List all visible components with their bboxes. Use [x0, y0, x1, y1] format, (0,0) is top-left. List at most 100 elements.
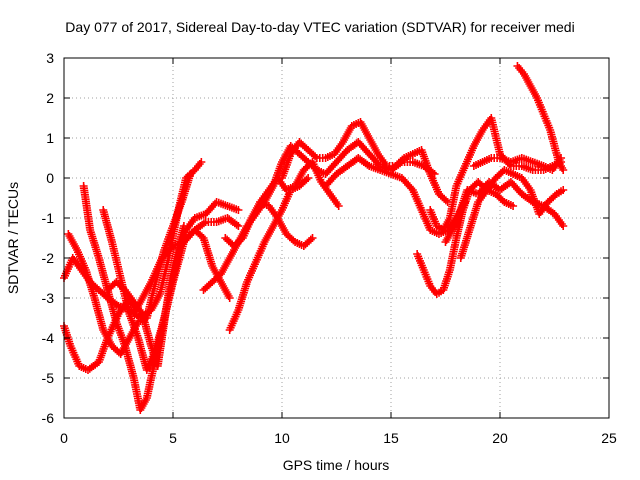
- data-point-trail: [323, 159, 339, 177]
- data-point-trail: [143, 348, 159, 372]
- data-point-trail: [248, 200, 264, 220]
- data-point-trail: [225, 202, 241, 214]
- data-point-trail: [297, 151, 311, 165]
- data-point-trail: [442, 220, 460, 244]
- data-point-trail: [490, 154, 502, 162]
- data-point-trail: [446, 184, 460, 220]
- data-point-trail: [356, 155, 372, 169]
- data-point-trail: [393, 155, 407, 169]
- data-point-trail: [555, 160, 567, 172]
- data-point-trail: [545, 191, 559, 205]
- data-point-trail: [484, 176, 499, 192]
- data-point-trail: [551, 144, 563, 164]
- data-point-trail: [67, 344, 83, 368]
- y-tick-label: 1: [46, 130, 54, 146]
- data-point-trail: [274, 216, 290, 236]
- data-point-trail: [323, 171, 339, 189]
- data-point-trail: [502, 167, 515, 177]
- data-point-trail: [169, 200, 185, 228]
- data-point-trail: [349, 119, 363, 129]
- data-point-trail: [160, 280, 177, 320]
- data-point-trail: [297, 175, 311, 189]
- series-15: [441, 178, 568, 246]
- data-point-trail: [70, 256, 84, 272]
- y-axis-label: SDTVAR / TECUs: [5, 182, 21, 294]
- data-point-trail: [375, 152, 390, 168]
- data-point-trail: [65, 232, 80, 252]
- data-point-trail: [137, 396, 150, 412]
- data-point-trail: [100, 328, 115, 348]
- data-point-trail: [323, 151, 337, 161]
- data-point-trail: [436, 191, 450, 205]
- data-point-trail: [457, 228, 473, 260]
- data-point-trail: [331, 140, 346, 156]
- data-point-trail: [161, 224, 177, 252]
- data-point-trail: [498, 154, 513, 166]
- data-point-trail: [257, 188, 272, 204]
- data-point-trail: [139, 280, 155, 300]
- data-point-trail: [378, 166, 393, 178]
- data-point-trail: [174, 224, 188, 252]
- data-point-trail: [427, 284, 440, 296]
- x-tick-labels: 0 5 10 15 20 25: [60, 430, 617, 446]
- data-point-trail: [86, 228, 103, 260]
- data-point-trail: [534, 96, 547, 116]
- data-point-trail: [427, 172, 442, 196]
- data-point-trail: [475, 188, 490, 204]
- y-tick-label: 2: [46, 90, 54, 106]
- data-point-trail: [60, 324, 74, 348]
- data-point-trail: [399, 175, 416, 193]
- data-point-trail: [293, 239, 306, 249]
- plot-border: [63, 57, 610, 419]
- data-point-trail: [334, 147, 350, 165]
- data-point-trail: [99, 208, 116, 244]
- series-8: [225, 174, 313, 334]
- series-6: [99, 206, 234, 374]
- data-point-trail: [453, 188, 471, 224]
- data-point-trail: [305, 147, 320, 161]
- data-point-trail: [95, 256, 111, 292]
- data-point-trail: [252, 240, 268, 264]
- x-tick-label: 0: [60, 430, 68, 446]
- data-point-trail: [418, 148, 434, 176]
- data-point-trail: [201, 279, 215, 293]
- data-point-trail: [340, 124, 355, 144]
- data-point-trail: [531, 166, 545, 174]
- data-point-trail: [292, 168, 307, 188]
- data-point-trail: [131, 300, 145, 316]
- series-11: [278, 118, 452, 206]
- data-point-trail: [235, 280, 251, 312]
- data-point-trail: [480, 155, 494, 165]
- data-point-trail: [366, 151, 383, 169]
- chart-title: Day 077 of 2017, Sidereal Day-to-day VTE…: [65, 19, 574, 35]
- data-point-trail: [183, 216, 198, 232]
- y-tick-label: 0: [46, 170, 54, 186]
- data-point-trail: [487, 116, 504, 156]
- data-point-trail: [226, 308, 242, 332]
- data-point-trail: [418, 208, 434, 232]
- data-point-trail: [515, 64, 527, 76]
- data-point-trail: [117, 336, 133, 356]
- data-point-trail: [204, 218, 218, 226]
- data-point-trail: [462, 144, 477, 168]
- data-point-trail: [402, 151, 415, 161]
- data-point-trail: [502, 199, 515, 209]
- data-point-trail: [77, 363, 90, 373]
- data-point-trail: [192, 227, 206, 241]
- data-point-trail: [411, 158, 426, 170]
- data-point-trail: [446, 236, 460, 272]
- series-16: [456, 166, 568, 262]
- data-point-trail: [192, 160, 204, 172]
- data-point-trail: [82, 268, 98, 300]
- axis-ticks: [63, 57, 610, 419]
- x-tick-label: 25: [601, 430, 617, 446]
- data-points: [60, 62, 568, 414]
- data-point-trail: [435, 223, 446, 233]
- data-point-trail: [409, 188, 425, 212]
- series-10: [256, 158, 343, 210]
- data-point-trail: [389, 170, 404, 182]
- data-point-trail: [156, 256, 173, 296]
- y-tick-label: -2: [42, 250, 55, 266]
- data-point-trail: [357, 120, 373, 140]
